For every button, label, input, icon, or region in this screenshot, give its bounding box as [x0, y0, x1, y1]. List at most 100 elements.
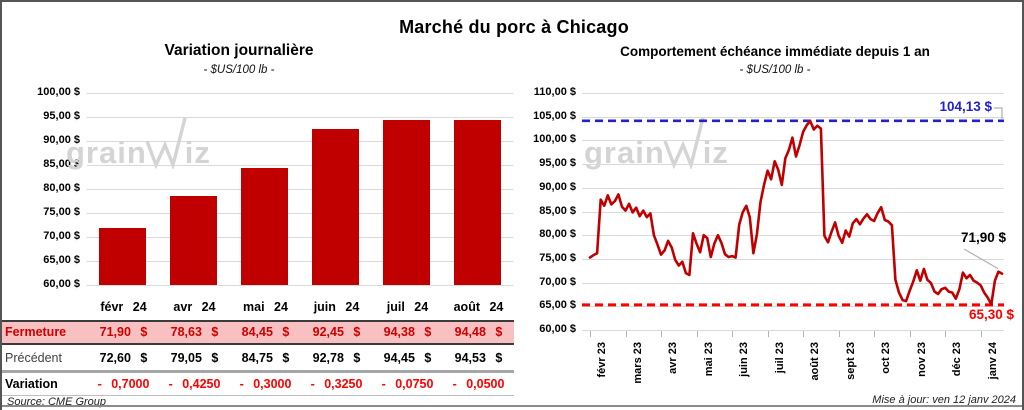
table-divider	[2, 370, 514, 373]
table-cell: 72,60 $	[99, 351, 148, 365]
y-tick-label: 70,00 $	[43, 230, 80, 242]
table-cell: - 0,0750	[381, 377, 434, 391]
table-row-variation: Variation - 0,7000 - 0,4250 - 0,3000 - 0,325…	[2, 374, 514, 394]
x-tick	[696, 331, 698, 337]
x-tick-label: juil 23	[773, 342, 786, 374]
last-value-label: 71,90 $	[960, 230, 1006, 245]
gridline	[582, 140, 1004, 142]
table-cell: 94,48 $	[454, 325, 503, 339]
line-chart-title: Comportement échéance immédiate depuis 1…	[620, 44, 930, 59]
y-tick-label: 110,00 $	[533, 86, 576, 98]
table-cell: 94,53 $	[454, 351, 503, 365]
x-tick	[767, 331, 769, 337]
bar-avr-24	[170, 195, 217, 285]
x-tick	[590, 331, 591, 337]
table-cell: - 0,7000	[97, 377, 150, 391]
grainwiz-watermark: grain iz	[66, 115, 211, 170]
high-value-label: 104,13 $	[939, 99, 992, 114]
x-tick	[945, 331, 946, 337]
table-cell: 94,45 $	[383, 351, 432, 365]
table-row-precedent: Précédent 72,60 $ 79,05 $ 84,75 $ 92,78 $ 94,…	[2, 347, 514, 369]
grainwiz-watermark: grain iz	[584, 115, 729, 169]
grainwiz-logo-mark	[145, 117, 187, 169]
gridline	[582, 116, 1004, 118]
x-tick-label: sept 23	[844, 342, 857, 380]
gridline	[582, 330, 1004, 331]
gridline	[87, 117, 513, 118]
x-tick-label: déc 23	[951, 342, 963, 377]
table-cell: avr 24	[173, 300, 216, 314]
x-tick	[661, 331, 662, 337]
y-tick-label: 95,00 $	[539, 157, 576, 170]
watermark-text-right: iz	[184, 135, 211, 170]
table-cell: 84,45 $	[241, 325, 290, 339]
low-value-label: 65,30 $	[968, 307, 1014, 322]
bar-févr-24	[99, 227, 146, 285]
y-tick-label: 75,00 $	[539, 251, 576, 264]
bar-chart-plot	[87, 93, 513, 286]
y-tick-label: 105,00 $	[533, 109, 576, 122]
gridline	[87, 189, 513, 190]
table-cell: août 24	[453, 300, 504, 314]
x-tick	[874, 331, 875, 337]
y-tick-label: 60,00 $	[539, 323, 576, 335]
grainwiz-logo-mark	[663, 117, 705, 169]
x-tick-label: janv 24	[986, 342, 999, 380]
x-tick	[909, 331, 911, 337]
table-cell: juil 24	[386, 300, 429, 314]
table-cell: 92,78 $	[312, 351, 361, 365]
table-header-row: févr 24 avr 24 mai 24 juin 24 juil 24 août 24	[2, 294, 514, 320]
table-corner-cell	[2, 294, 88, 320]
gridline	[87, 213, 513, 214]
table-row-fermeture: Fermeture 71,90 $ 78,63 $ 84,45 $ 92,45 $ 94,…	[2, 320, 514, 345]
x-tick	[625, 331, 627, 337]
gridline	[582, 211, 1004, 213]
y-tick-label: 85,00 $	[43, 158, 80, 170]
gridline	[582, 164, 1004, 166]
table-cell: 78,63 $	[170, 325, 219, 339]
table-cell: févr 24	[100, 300, 147, 314]
y-tick-label: 80,00 $	[539, 228, 576, 241]
y-tick-label: 95,00 $	[43, 110, 80, 122]
table-cell: - 0,4250	[168, 377, 221, 391]
gridline	[87, 237, 513, 238]
table-cell: 84,75 $	[241, 351, 290, 365]
bar-juin-24	[312, 129, 359, 285]
bar-chart-subtitle: - $US/100 lb -	[203, 64, 275, 76]
gridline	[87, 285, 513, 286]
table-cell: - 0,3000	[239, 377, 292, 391]
x-tick-label: oct 23	[880, 342, 892, 374]
bottom-rule	[2, 405, 1022, 407]
x-tick-label: avr 23	[667, 342, 679, 374]
y-tick-label: 75,00 $	[43, 206, 80, 218]
watermark-text-left: grain	[66, 135, 147, 170]
table-bottom-rule	[2, 395, 514, 396]
x-tick	[803, 331, 804, 337]
bar-chart-title: Variation journalière	[164, 42, 314, 59]
gridline	[582, 282, 1004, 284]
gridline	[582, 93, 1004, 94]
line-chart-subtitle: - $US/100 lb -	[739, 64, 811, 76]
row-label-variation: Variation	[5, 377, 58, 391]
gridline	[582, 306, 1004, 308]
x-tick-label: mai 23	[702, 342, 715, 377]
page-title: Marché du porc à Chicago	[399, 17, 629, 37]
table-cell: 79,05 $	[170, 351, 219, 365]
gridline	[87, 165, 513, 166]
y-tick-label: 65,00 $	[539, 299, 576, 312]
y-tick-label: 70,00 $	[539, 275, 576, 288]
gridline	[582, 258, 1004, 260]
y-tick-label: 80,00 $	[43, 182, 80, 194]
row-label-precedent: Précédent	[5, 351, 62, 365]
table-cell: mai 24	[243, 300, 288, 314]
y-tick-label: 100,00 $	[37, 86, 80, 98]
table-cell: - 0,3250	[310, 377, 363, 391]
x-tick-label: nov 23	[915, 342, 928, 377]
table-cell: 92,45 $	[312, 325, 361, 339]
x-tick-label: mars 23	[631, 342, 644, 384]
gridline	[582, 187, 1004, 189]
table-cell: 71,90 $	[99, 325, 148, 339]
bar-juil-24	[383, 119, 430, 285]
update-note: Mise à jour: ven 12 janv 2024	[872, 394, 1016, 406]
